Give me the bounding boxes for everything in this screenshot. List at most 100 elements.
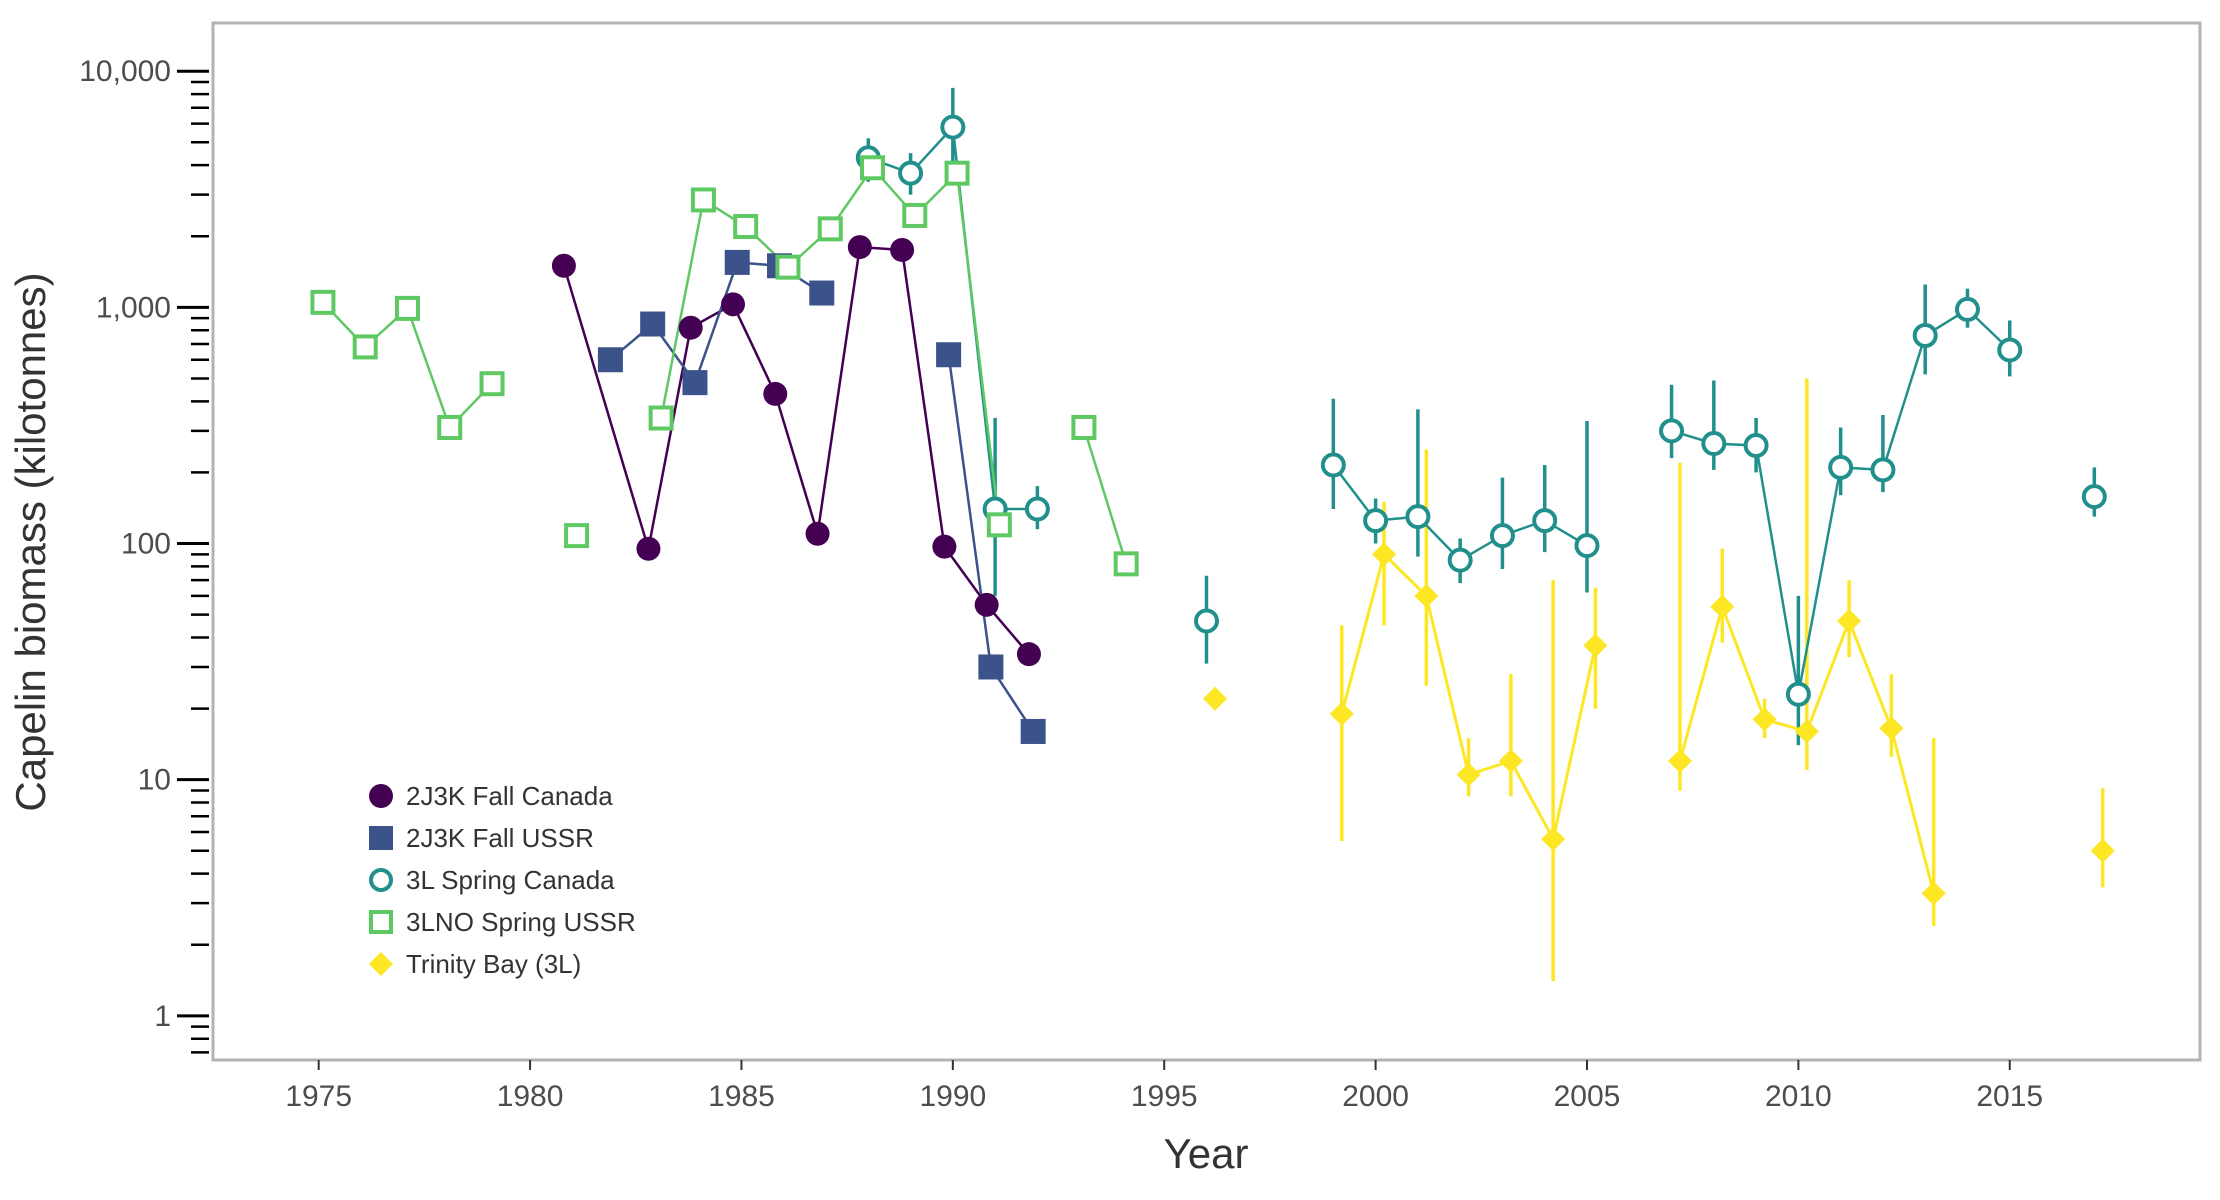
data-point-trinity-bay-3l (1879, 716, 1904, 741)
data-point-3lno-spring-ussr (902, 202, 928, 228)
data-point-3l-spring-canada (898, 160, 924, 186)
data-point-2j3k-fall-canada (678, 315, 703, 340)
data-point-trinity-bay-3l (1710, 594, 1735, 619)
data-point-3l-spring-canada (1574, 533, 1600, 559)
x-tick-label: 2015 (1976, 1080, 2043, 1113)
data-point-trinity-bay-3l (1837, 608, 1862, 633)
data-point-3lno-spring-ussr (648, 405, 674, 431)
data-point-3lno-spring-ussr (437, 414, 463, 440)
data-point-trinity-bay-3l (1921, 881, 1946, 906)
data-point-3l-spring-canada (1870, 457, 1896, 483)
data-point-3l-spring-canada (1489, 523, 1515, 549)
data-point-3lno-spring-ussr (310, 289, 336, 315)
data-point-3lno-spring-ussr (352, 334, 378, 360)
y-tick-label: 100 (121, 528, 171, 561)
legend: 2J3K Fall Canada 2J3K Fall USSR 3L Spring … (369, 781, 636, 979)
data-point-2j3k-fall-ussr (936, 342, 962, 368)
data-point-3l-spring-canada (1024, 496, 1050, 522)
data-point-2j3k-fall-ussr (809, 280, 835, 306)
data-point-2j3k-fall-canada (551, 253, 576, 278)
data-point-2j3k-fall-canada (974, 592, 999, 617)
y-tick-label: 1,000 (96, 291, 171, 324)
data-point-2j3k-fall-ussr (597, 347, 623, 373)
data-point-3l-spring-canada (1447, 547, 1473, 573)
legend-key-trinity-bay-3l (369, 952, 393, 976)
series-line-2j3k-fall-canada (562, 245, 1030, 656)
data-point-3lno-spring-ussr (690, 187, 716, 213)
data-point-3lno-spring-ussr (733, 213, 759, 239)
data-point-3lno-spring-ussr (564, 523, 590, 549)
data-point-trinity-bay-3l (1794, 719, 1819, 744)
data-point-3lno-spring-ussr (394, 295, 420, 321)
data-point-trinity-bay-3l (1414, 583, 1439, 608)
data-point-2j3k-fall-canada (636, 536, 661, 561)
data-point-2j3k-fall-canada (847, 235, 872, 260)
legend-label: 2J3K Fall USSR (406, 823, 594, 853)
data-point-3lno-spring-ussr (1071, 414, 1097, 440)
data-point-trinity-bay-3l (1498, 748, 1523, 773)
x-axis: 1975 1980 1985 1990 1995 2000 2005 2010 2015 (285, 1060, 2043, 1113)
data-point-3lno-spring-ussr (1113, 551, 1139, 577)
data-point-3l-spring-canada (1828, 454, 1854, 480)
legend-key-2j3k-fall-canada (369, 784, 393, 808)
legend-label: Trinity Bay (3L) (406, 949, 581, 979)
data-point-3l-spring-canada (1701, 431, 1727, 457)
data-point-2j3k-fall-canada (763, 381, 788, 406)
data-point-2j3k-fall-ussr (724, 249, 750, 275)
data-point-3l-spring-canada (1320, 452, 1346, 478)
x-tick-label: 2010 (1765, 1080, 1832, 1113)
y-tick-label: 10,000 (79, 55, 171, 88)
series-markers (310, 114, 2115, 906)
data-point-3lno-spring-ussr (817, 216, 843, 242)
x-tick-label: 1995 (1131, 1080, 1198, 1113)
data-point-2j3k-fall-canada (805, 521, 830, 546)
y-axis-title: Capelin biomass (kilotonnes) (7, 272, 54, 811)
legend-key-2j3k-fall-ussr (369, 826, 393, 850)
data-point-3lno-spring-ussr (775, 254, 801, 280)
data-point-trinity-bay-3l (1752, 707, 1777, 732)
data-point-trinity-bay-3l (1372, 542, 1397, 567)
data-point-2j3k-fall-canada (890, 237, 915, 262)
data-point-2j3k-fall-ussr (640, 311, 666, 337)
data-point-3lno-spring-ussr (986, 512, 1012, 538)
x-tick-label: 1980 (497, 1080, 564, 1113)
data-point-trinity-bay-3l (1456, 762, 1481, 787)
data-point-3l-spring-canada (1532, 508, 1558, 534)
data-point-2j3k-fall-canada (721, 292, 746, 317)
data-point-3l-spring-canada (1405, 504, 1431, 530)
data-point-3lno-spring-ussr (479, 371, 505, 397)
error-bars (866, 87, 2105, 982)
data-point-3l-spring-canada (940, 114, 966, 140)
data-point-2j3k-fall-ussr (682, 370, 708, 396)
data-point-trinity-bay-3l (1667, 748, 1692, 773)
y-axis: 1 10 100 1,000 10,000 (79, 55, 209, 1054)
data-point-2j3k-fall-canada (932, 534, 957, 559)
x-tick-label: 2000 (1342, 1080, 1409, 1113)
data-point-trinity-bay-3l (1541, 827, 1566, 852)
data-point-3l-spring-canada (1743, 433, 1769, 459)
data-point-trinity-bay-3l (1202, 686, 1227, 711)
data-point-3l-spring-canada (1194, 608, 1219, 634)
data-point-trinity-bay-3l (1329, 701, 1354, 726)
data-point-trinity-bay-3l (1583, 633, 1608, 658)
legend-label: 3L Spring Canada (406, 865, 615, 895)
y-tick-label: 1 (154, 1000, 171, 1033)
series-line-3lno-spring-ussr (321, 301, 493, 430)
series-line-3lno-spring-ussr (1082, 427, 1128, 565)
data-point-3l-spring-canada (1785, 681, 1811, 707)
data-point-3lno-spring-ussr (860, 155, 886, 181)
data-point-3lno-spring-ussr (944, 160, 970, 186)
data-point-3l-spring-canada (1659, 418, 1685, 444)
data-point-trinity-bay-3l (2090, 838, 2115, 863)
legend-label: 3LNO Spring USSR (406, 907, 636, 937)
legend-key-3l-spring-canada (369, 868, 393, 892)
x-tick-label: 2005 (1554, 1080, 1621, 1113)
data-point-2j3k-fall-ussr (978, 654, 1004, 680)
x-tick-label: 1985 (708, 1080, 775, 1113)
series-line-trinity-bay-3l (1340, 551, 1597, 844)
x-tick-label: 1990 (919, 1080, 986, 1113)
plot-panel-border (211, 21, 2202, 1062)
y-tick-label: 10 (138, 764, 171, 797)
series-lines (321, 124, 2011, 894)
